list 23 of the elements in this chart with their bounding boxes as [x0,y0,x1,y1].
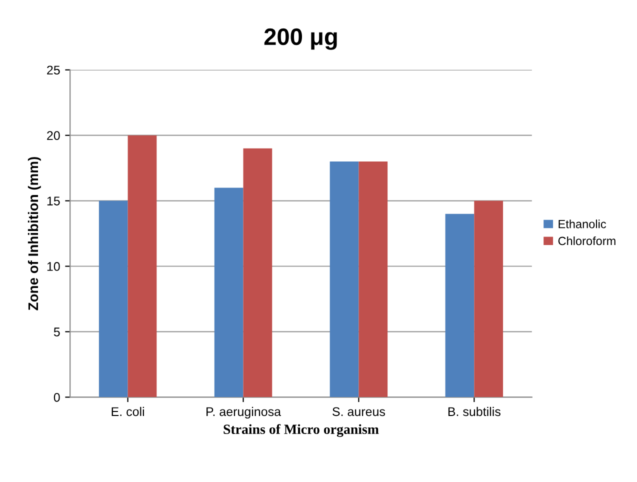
y-tick-label: 0 [54,392,60,402]
bar [98,200,128,398]
y-tick-label: 15 [47,196,60,206]
x-tick-label: E. coli [112,406,144,416]
x-tick-label: B. subtilis [448,406,500,416]
chart-title: 200 μg [264,28,337,50]
y-tick-label: 20 [47,131,60,140]
x-tick-label: P. aeruginosa [206,406,282,419]
bar [128,135,157,398]
legend-label: Chloroform [558,236,616,246]
y-tick-label: 5 [54,328,60,336]
bar [445,214,474,398]
x-tick-label: S. aureus [332,407,386,416]
bar [330,162,359,398]
x-axis-title: Strains of Micro organism [224,424,379,437]
y-axis-title: Zone of Inhibition (mm) [28,157,41,310]
bar [358,162,388,398]
y-tick-label: 10 [47,262,60,271]
bar [474,200,504,398]
bar [214,188,244,398]
y-tick-label: 25 [47,66,60,75]
bar [243,148,272,398]
legend-label: Ethanolic [558,220,606,228]
